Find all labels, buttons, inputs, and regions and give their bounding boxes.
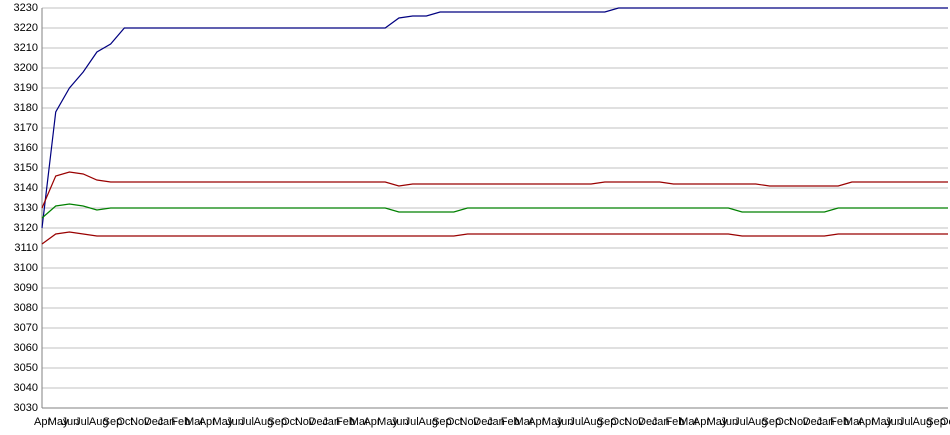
x-tick-label: Dec bbox=[309, 416, 329, 428]
x-tick-label: May bbox=[377, 416, 398, 428]
x-tick-label: May bbox=[871, 416, 892, 428]
y-tick-label: 3180 bbox=[14, 102, 38, 114]
y-tick-label: 3140 bbox=[14, 182, 38, 194]
x-tick-label: Jan bbox=[652, 416, 670, 428]
series-line bbox=[41, 171, 948, 209]
x-tick-label: Oct bbox=[446, 416, 463, 428]
y-tick-label: 3230 bbox=[14, 2, 38, 14]
x-tick-label: Mar bbox=[185, 416, 204, 428]
x-tick-label: Feb bbox=[501, 416, 520, 428]
y-tick-label: 3120 bbox=[14, 222, 38, 234]
x-tick-label: Apr bbox=[363, 416, 380, 428]
x-tick-label: Oct bbox=[611, 416, 628, 428]
y-tick-label: 3130 bbox=[14, 202, 38, 214]
x-tick-label: Dec bbox=[473, 416, 493, 428]
x-tick-label: May bbox=[48, 416, 69, 428]
x-tick-label: Nov bbox=[130, 416, 150, 428]
x-tick-label: Mar bbox=[350, 416, 369, 428]
y-tick-label: 3080 bbox=[14, 302, 38, 314]
y-tick-label: 3050 bbox=[14, 362, 38, 374]
x-tick-label: Dec bbox=[144, 416, 164, 428]
x-tick-label: Jul bbox=[75, 416, 89, 428]
x-tick-label: Apr bbox=[858, 416, 875, 428]
x-tick-label: Jul bbox=[734, 416, 748, 428]
x-tick-label: Aug bbox=[748, 416, 768, 428]
x-tick-label: Jun bbox=[556, 416, 574, 428]
x-tick-label: Mar bbox=[844, 416, 863, 428]
x-tick-label: Jun bbox=[885, 416, 903, 428]
x-tick-label: Aug bbox=[913, 416, 933, 428]
x-tick-label: Aug bbox=[89, 416, 109, 428]
x-tick-label: Nov bbox=[460, 416, 480, 428]
x-tick-label: May bbox=[212, 416, 233, 428]
x-tick-label: Apr bbox=[34, 416, 51, 428]
x-tick-label: Nov bbox=[624, 416, 644, 428]
y-tick-label: 3100 bbox=[14, 262, 38, 274]
y-tick-label: 3220 bbox=[14, 22, 38, 34]
x-tick-label: Jul bbox=[569, 416, 583, 428]
x-tick-label: Sep bbox=[597, 416, 617, 428]
y-tick-label: 3160 bbox=[14, 142, 38, 154]
x-tick-label: Jun bbox=[61, 416, 79, 428]
x-tick-label: Apr bbox=[528, 416, 545, 428]
series-line bbox=[41, 231, 948, 245]
x-tick-label: Sep bbox=[267, 416, 287, 428]
x-tick-label: Jul bbox=[899, 416, 913, 428]
x-tick-label: Jan bbox=[322, 416, 340, 428]
y-tick-label: 3150 bbox=[14, 162, 38, 174]
x-tick-label: Jun bbox=[720, 416, 738, 428]
y-tick-label: 3200 bbox=[14, 62, 38, 74]
x-tick-label: Aug bbox=[254, 416, 274, 428]
x-tick-label: Dec bbox=[638, 416, 658, 428]
x-tick-label: Jan bbox=[816, 416, 834, 428]
y-tick-label: 3060 bbox=[14, 342, 38, 354]
x-tick-label: Jun bbox=[226, 416, 244, 428]
x-tick-label: Feb bbox=[336, 416, 355, 428]
series-line bbox=[41, 7, 948, 229]
x-tick-label: May bbox=[542, 416, 563, 428]
y-tick-label: 3110 bbox=[14, 242, 38, 254]
series-line bbox=[41, 203, 948, 219]
x-tick-label: Jul bbox=[240, 416, 254, 428]
y-tick-label: 3040 bbox=[14, 382, 38, 394]
x-tick-label: Oct bbox=[940, 416, 950, 428]
x-tick-label: Feb bbox=[830, 416, 849, 428]
y-tick-label: 3190 bbox=[14, 82, 38, 94]
x-tick-label: Sep bbox=[762, 416, 782, 428]
x-tick-label: May bbox=[707, 416, 728, 428]
x-tick-label: Jan bbox=[158, 416, 176, 428]
x-tick-label: Sep bbox=[926, 416, 946, 428]
y-tick-label: 3030 bbox=[14, 402, 38, 414]
x-tick-label: Oct bbox=[116, 416, 133, 428]
x-tick-label: Nov bbox=[789, 416, 809, 428]
y-tick-label: 3170 bbox=[14, 122, 38, 134]
x-tick-label: Aug bbox=[418, 416, 438, 428]
y-tick-label: 3210 bbox=[14, 42, 38, 54]
x-tick-label: Aug bbox=[583, 416, 603, 428]
x-tick-label: Apr bbox=[199, 416, 216, 428]
x-tick-label: Mar bbox=[679, 416, 698, 428]
x-tick-label: Mar bbox=[514, 416, 533, 428]
x-tick-label: Oct bbox=[775, 416, 792, 428]
x-tick-label: Jun bbox=[391, 416, 409, 428]
x-tick-label: Sep bbox=[432, 416, 452, 428]
x-tick-label: Nov bbox=[295, 416, 315, 428]
x-tick-label: Dec bbox=[803, 416, 823, 428]
x-tick-label: Sep bbox=[103, 416, 123, 428]
y-tick-label: 3070 bbox=[14, 322, 38, 334]
x-tick-label: Jul bbox=[405, 416, 419, 428]
x-tick-label: Oct bbox=[281, 416, 298, 428]
x-tick-label: Feb bbox=[171, 416, 190, 428]
x-tick-label: Apr bbox=[693, 416, 710, 428]
x-tick-label: Feb bbox=[665, 416, 684, 428]
x-tick-label: Jan bbox=[487, 416, 505, 428]
y-tick-label: 3090 bbox=[14, 282, 38, 294]
